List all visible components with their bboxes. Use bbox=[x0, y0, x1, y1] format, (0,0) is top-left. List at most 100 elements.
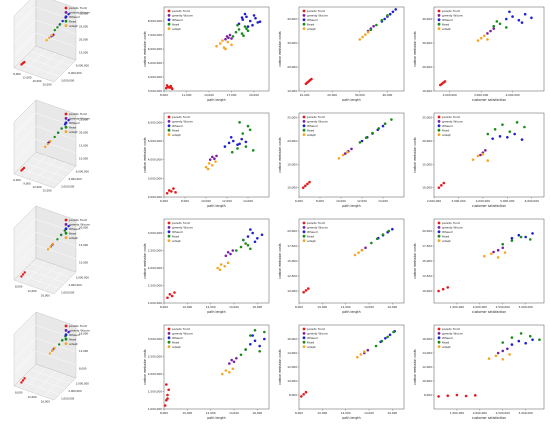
legend-label: pareto front bbox=[69, 324, 88, 328]
point bbox=[479, 153, 482, 157]
point bbox=[504, 26, 508, 29]
legend-marker bbox=[302, 128, 306, 132]
legend-label: greedy Wsum bbox=[69, 11, 90, 15]
point bbox=[56, 26, 59, 29]
point bbox=[249, 228, 252, 231]
y-axis-label: carbon emission costs bbox=[143, 137, 147, 173]
point bbox=[481, 152, 485, 156]
x-tick-label: 8,000 bbox=[160, 93, 168, 97]
legend-marker bbox=[167, 133, 171, 137]
y-tick-label: 7,000,000 bbox=[148, 33, 162, 37]
point bbox=[23, 271, 26, 274]
x-tick-label: 2,000,000 bbox=[473, 305, 487, 309]
x-axis-label: path length bbox=[342, 310, 360, 314]
point bbox=[504, 17, 508, 21]
legend-marker bbox=[302, 336, 306, 340]
y-axis-label: carbon emission costs bbox=[143, 31, 147, 67]
legend-marker bbox=[437, 128, 441, 132]
point bbox=[446, 394, 450, 398]
point bbox=[491, 137, 494, 140]
legend-marker bbox=[437, 133, 441, 137]
point bbox=[258, 344, 261, 348]
x-tick-label: 12,000 bbox=[341, 305, 351, 309]
grid-line bbox=[35, 6, 77, 22]
point bbox=[498, 135, 502, 138]
legend-label: adapt bbox=[172, 345, 181, 349]
point bbox=[46, 248, 50, 251]
point bbox=[238, 121, 241, 124]
x-tick-label: 15,000 bbox=[42, 188, 51, 192]
point bbox=[377, 127, 381, 130]
y-tick-label: 20,000 bbox=[422, 229, 432, 233]
point bbox=[227, 141, 231, 145]
point bbox=[226, 261, 230, 265]
point bbox=[56, 131, 60, 134]
z-tick-label: 12,000 bbox=[79, 349, 88, 353]
z-tick-label: 10,000 bbox=[79, 157, 88, 161]
point bbox=[252, 14, 256, 17]
point bbox=[218, 42, 222, 45]
point bbox=[258, 349, 261, 353]
y-tick-label: 10,000 bbox=[422, 379, 432, 383]
point bbox=[494, 354, 498, 358]
legend-marker bbox=[167, 345, 171, 348]
point bbox=[240, 32, 244, 35]
legend-marker bbox=[167, 128, 171, 132]
legend-marker bbox=[302, 22, 306, 26]
grid-line bbox=[13, 112, 37, 136]
point bbox=[260, 233, 264, 237]
grid-line bbox=[43, 162, 67, 185]
point bbox=[249, 342, 252, 346]
y-tick-label: 14,000 bbox=[287, 351, 297, 355]
legend-label: WSsum bbox=[172, 336, 183, 340]
point bbox=[246, 29, 250, 33]
legend-label: adapt bbox=[172, 239, 181, 243]
legend-label: WSsum bbox=[69, 121, 80, 125]
point bbox=[173, 291, 176, 294]
legend-label: fixed bbox=[307, 234, 314, 238]
point bbox=[386, 335, 389, 339]
x-tick-label: 10,000 bbox=[336, 199, 346, 203]
point bbox=[350, 147, 353, 151]
point bbox=[215, 154, 218, 158]
point bbox=[394, 8, 398, 11]
z-tick-label: 15,000 bbox=[79, 51, 88, 55]
y-tick-label: 10,000 bbox=[422, 89, 432, 93]
scatter-panel: 1,500,000 2,000,000 2,500,000 3,000,000 10,0… bbox=[413, 218, 545, 314]
point bbox=[513, 132, 516, 136]
y-tick-label: 30,000 bbox=[422, 41, 432, 45]
legend-label: fixed bbox=[307, 340, 314, 344]
legend-marker bbox=[167, 332, 171, 335]
legend-marker bbox=[302, 221, 306, 225]
legend-marker bbox=[437, 221, 441, 225]
z-tick-label: 30,000 bbox=[79, 12, 88, 16]
point bbox=[248, 19, 252, 23]
point bbox=[43, 145, 47, 149]
z-tick-label: 25,000 bbox=[79, 118, 88, 122]
legend-marker bbox=[302, 239, 306, 243]
grid-line bbox=[35, 337, 77, 353]
legend-label: fixed bbox=[172, 128, 179, 132]
point bbox=[67, 224, 70, 228]
y-tick-label: 2,000,000 bbox=[68, 389, 82, 393]
grid-line bbox=[30, 51, 71, 66]
x-tick-label: 10,000 bbox=[317, 305, 327, 309]
point bbox=[46, 142, 49, 146]
legend-label: greedy Wsum bbox=[172, 120, 193, 124]
x-axis-label: customer satisfaction bbox=[472, 416, 506, 420]
point bbox=[230, 43, 233, 47]
x-tick-label: 20,000 bbox=[249, 93, 259, 97]
legend-marker bbox=[64, 121, 68, 125]
y-axis-label: carbon emission costs bbox=[143, 243, 147, 279]
y-tick-label: 25,000 bbox=[422, 116, 432, 120]
point bbox=[364, 136, 368, 140]
legend-label: adapt bbox=[172, 133, 181, 137]
point bbox=[363, 350, 366, 353]
point bbox=[168, 292, 172, 296]
legend-marker bbox=[302, 230, 306, 234]
